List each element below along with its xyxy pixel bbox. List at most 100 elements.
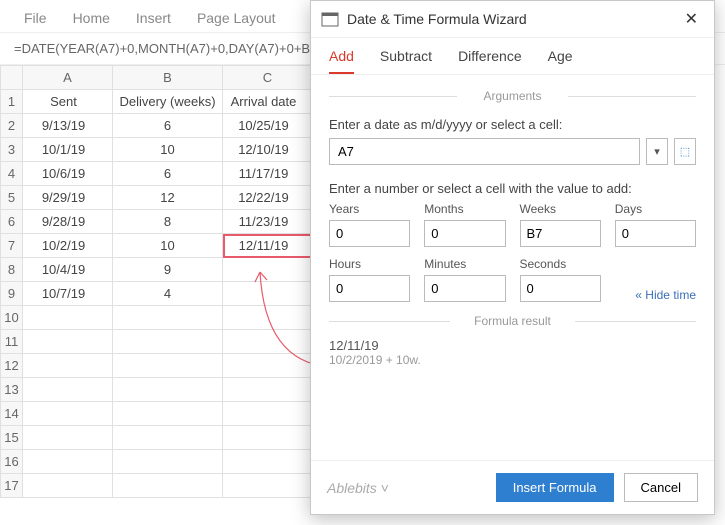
cell[interactable]: 10/1/19	[23, 138, 113, 162]
cell[interactable]: 9/28/19	[23, 210, 113, 234]
close-icon[interactable]: ✕	[679, 9, 704, 29]
select-range-icon[interactable]: ⬚	[674, 138, 696, 165]
days-input[interactable]	[615, 220, 696, 247]
cell[interactable]: 4	[113, 282, 223, 306]
cell[interactable]	[223, 378, 313, 402]
cell[interactable]	[223, 354, 313, 378]
minutes-input[interactable]	[424, 275, 505, 302]
seconds-input[interactable]	[520, 275, 601, 302]
date-input[interactable]	[329, 138, 640, 165]
row-header[interactable]: 14	[1, 402, 23, 426]
dropdown-icon[interactable]: ▾	[646, 138, 668, 165]
cell[interactable]	[223, 450, 313, 474]
ribbon-file[interactable]: File	[24, 10, 47, 26]
cell[interactable]	[223, 402, 313, 426]
row-header[interactable]: 7	[1, 234, 23, 258]
brand-label[interactable]: Ablebits	[327, 480, 486, 496]
row-header[interactable]: 13	[1, 378, 23, 402]
wizard-tabs: Add Subtract Difference Age	[311, 38, 714, 75]
cell[interactable]: 8	[113, 210, 223, 234]
cell[interactable]	[23, 354, 113, 378]
corner-cell	[1, 66, 23, 90]
cell[interactable]	[23, 450, 113, 474]
cell[interactable]: 9	[113, 258, 223, 282]
cell[interactable]: 10/6/19	[23, 162, 113, 186]
row-header[interactable]: 9	[1, 282, 23, 306]
cell[interactable]: Delivery (weeks)	[113, 90, 223, 114]
row-header[interactable]: 6	[1, 210, 23, 234]
cell[interactable]	[223, 258, 313, 282]
cell[interactable]: 10/4/19	[23, 258, 113, 282]
ribbon-insert[interactable]: Insert	[136, 10, 171, 26]
cell[interactable]: 6	[113, 114, 223, 138]
weeks-input[interactable]	[520, 220, 601, 247]
cell[interactable]	[113, 306, 223, 330]
tab-age[interactable]: Age	[548, 48, 573, 74]
row-header[interactable]: 4	[1, 162, 23, 186]
row-header[interactable]: 10	[1, 306, 23, 330]
cell[interactable]	[113, 402, 223, 426]
cell[interactable]	[223, 282, 313, 306]
row-header[interactable]: 8	[1, 258, 23, 282]
cell[interactable]	[23, 306, 113, 330]
cell[interactable]: 11/23/19	[223, 210, 313, 234]
label-enter-value: Enter a number or select a cell with the…	[329, 181, 696, 196]
ribbon-pagelayout[interactable]: Page Layout	[197, 10, 276, 26]
tab-difference[interactable]: Difference	[458, 48, 522, 74]
cell[interactable]: 12/22/19	[223, 186, 313, 210]
cell[interactable]	[113, 426, 223, 450]
cell-highlight[interactable]: 12/11/19	[223, 234, 313, 258]
ribbon-home[interactable]: Home	[73, 10, 110, 26]
cell[interactable]	[223, 306, 313, 330]
cell[interactable]: 10/7/19	[23, 282, 113, 306]
row-header[interactable]: 15	[1, 426, 23, 450]
tab-subtract[interactable]: Subtract	[380, 48, 432, 74]
cell[interactable]	[23, 402, 113, 426]
hours-input[interactable]	[329, 275, 410, 302]
row-header[interactable]: 17	[1, 474, 23, 498]
cell[interactable]: 10	[113, 234, 223, 258]
cell[interactable]	[223, 426, 313, 450]
insert-formula-button[interactable]: Insert Formula	[496, 473, 614, 502]
months-input[interactable]	[424, 220, 505, 247]
cell[interactable]: 6	[113, 162, 223, 186]
cell[interactable]: 10/2/19	[23, 234, 113, 258]
cell[interactable]: 10	[113, 138, 223, 162]
cell[interactable]	[113, 330, 223, 354]
cell[interactable]	[23, 378, 113, 402]
col-header-a[interactable]: A	[23, 66, 113, 90]
row-header[interactable]: 1	[1, 90, 23, 114]
col-header-b[interactable]: B	[113, 66, 223, 90]
cell[interactable]: 10/25/19	[223, 114, 313, 138]
cell[interactable]: 9/29/19	[23, 186, 113, 210]
cell[interactable]	[113, 474, 223, 498]
row-header[interactable]: 12	[1, 354, 23, 378]
cell[interactable]	[223, 474, 313, 498]
row-header[interactable]: 5	[1, 186, 23, 210]
cancel-button[interactable]: Cancel	[624, 473, 698, 502]
row-header[interactable]: 2	[1, 114, 23, 138]
row-header[interactable]: 16	[1, 450, 23, 474]
hide-time-link[interactable]: « Hide time	[615, 288, 696, 302]
cell[interactable]	[23, 330, 113, 354]
label-days: Days	[615, 202, 696, 216]
cell[interactable]	[23, 426, 113, 450]
cell[interactable]: 12/10/19	[223, 138, 313, 162]
cell[interactable]	[113, 378, 223, 402]
cell[interactable]	[113, 354, 223, 378]
tab-add[interactable]: Add	[329, 48, 354, 74]
col-header-c[interactable]: C	[223, 66, 313, 90]
cell[interactable]	[23, 474, 113, 498]
cell[interactable]	[113, 450, 223, 474]
cell[interactable]: Arrival date	[223, 90, 313, 114]
row-header[interactable]: 11	[1, 330, 23, 354]
cell[interactable]: 12	[113, 186, 223, 210]
cell[interactable]: 9/13/19	[23, 114, 113, 138]
label-enter-date: Enter a date as m/d/yyyy or select a cel…	[329, 117, 696, 132]
cell[interactable]: Sent	[23, 90, 113, 114]
calendar-icon	[321, 10, 339, 28]
row-header[interactable]: 3	[1, 138, 23, 162]
cell[interactable]: 11/17/19	[223, 162, 313, 186]
cell[interactable]	[223, 330, 313, 354]
years-input[interactable]	[329, 220, 410, 247]
